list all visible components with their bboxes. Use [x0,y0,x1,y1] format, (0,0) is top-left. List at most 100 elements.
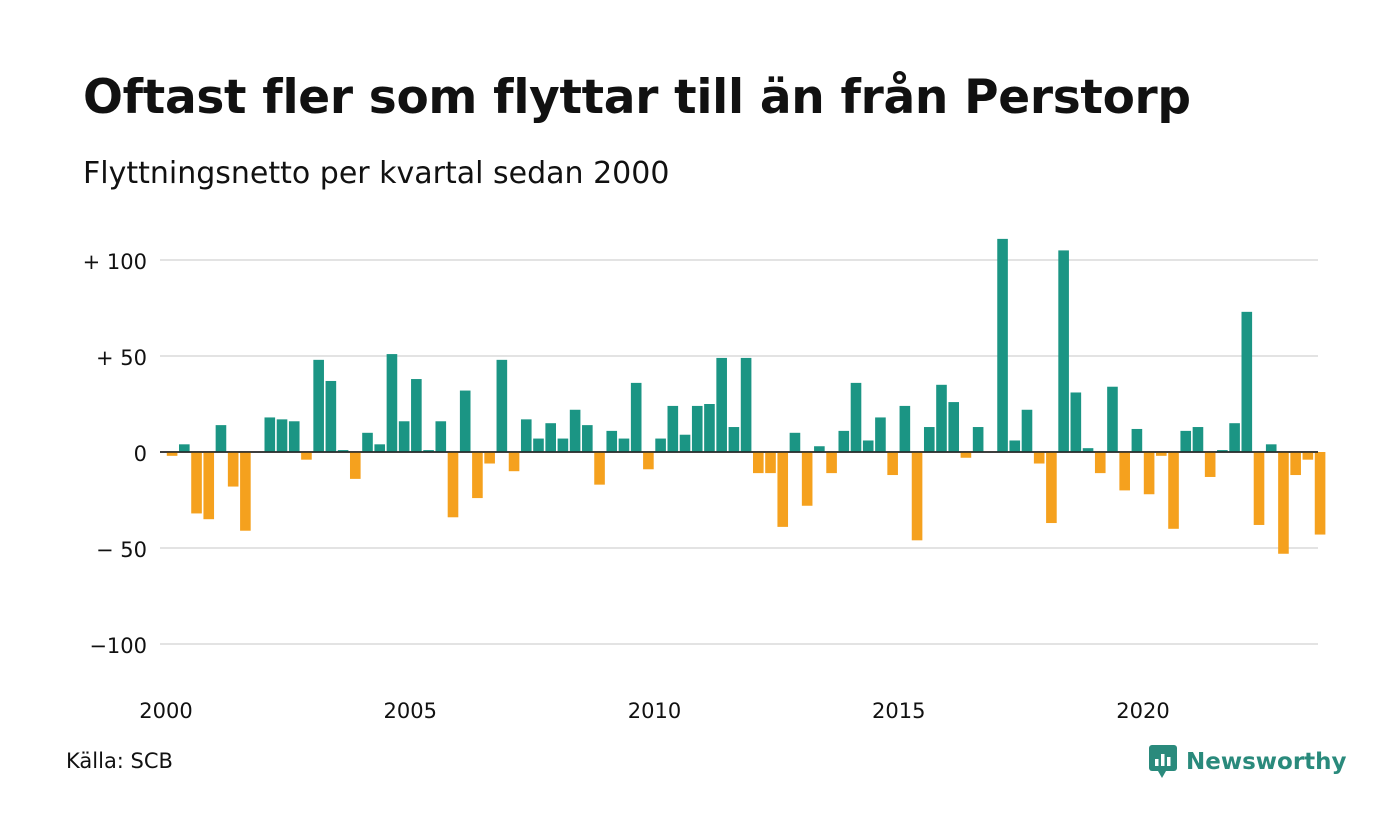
bar-2009Q1 [606,430,618,452]
bar-2021Q3 [1217,450,1228,452]
bar-2006Q3 [484,452,495,464]
bar-2021Q2 [1204,452,1216,477]
brand-logo: Newsworthy [1148,744,1347,780]
y-tick-label: − 50 [96,538,147,562]
bar-2021Q1 [1192,427,1204,452]
bar-2000Q2 [179,444,190,452]
bar-2020Q3 [1168,452,1179,529]
bar-2013Q1 [801,452,813,506]
bar-2007Q3 [533,438,544,452]
bar-2012Q3 [777,452,789,527]
bar-2016Q2 [960,452,972,458]
bar-2018Q3 [1070,392,1082,452]
chart-title: Oftast fler som flyttar till än från Per… [83,70,1191,125]
x-tick-label: 2010 [628,699,681,723]
bar-2022Q1 [1241,311,1253,452]
bar-2005Q3 [435,421,447,452]
bar-2008Q2 [569,409,581,452]
bar-2012Q4 [789,432,801,452]
bar-2002Q1 [264,417,276,452]
bar-2012Q2 [765,452,776,474]
bar-2002Q2 [276,419,288,452]
bar-2023Q3 [1314,452,1326,535]
bar-2012Q1 [753,452,764,474]
bar-2015Q4 [936,384,947,452]
bar-2006Q2 [472,452,483,499]
bar-2015Q1 [899,405,911,452]
y-tick-label: + 50 [96,346,147,370]
bar-chart: + 100 + 50 0 − 50 −100 2000 2005 2010 2015 2020 [83,238,1326,723]
y-tick-label: + 100 [83,250,147,274]
bar-2014Q1 [850,382,862,452]
bar-2011Q4 [740,357,752,452]
bar-2007Q2 [520,419,532,452]
bar-2019Q3 [1119,452,1130,491]
bar-2018Q4 [1082,448,1094,452]
bar-2006Q4 [496,359,508,452]
bar-2009Q2 [618,438,630,452]
bar-2023Q2 [1302,452,1314,460]
bar-2004Q3 [386,354,398,452]
bar-2020Q2 [1156,452,1167,456]
bar-2006Q1 [459,390,471,452]
bar-2000Q1 [166,452,178,456]
bar-2022Q3 [1265,444,1277,452]
bar-2013Q2 [814,446,825,452]
bar-2019Q2 [1107,386,1118,452]
newsworthy-chart-bubble-icon [1149,745,1177,778]
bar-2008Q1 [557,438,569,452]
x-tick-label: 2020 [1116,699,1169,723]
bar-2014Q3 [875,417,886,452]
bar-2015Q3 [923,427,935,452]
bar-2010Q4 [691,405,703,452]
bar-2010Q3 [679,434,691,452]
bar-2000Q4 [203,452,215,520]
bar-2020Q4 [1180,430,1192,452]
bar-2003Q3 [337,450,349,452]
bar-2009Q3 [630,382,642,452]
bar-2011Q3 [728,427,740,452]
bar-2001Q1 [215,425,227,452]
bar-2017Q4 [1033,452,1045,464]
bar-2017Q1 [997,238,1008,452]
bar-2018Q1 [1046,452,1057,524]
x-tick-label: 2000 [139,699,192,723]
bar-2016Q3 [972,427,984,452]
bar-2000Q3 [191,452,202,514]
bar-2007Q4 [545,423,556,452]
bar-2023Q1 [1290,452,1301,476]
bar-2020Q1 [1143,452,1155,495]
bar-2004Q1 [362,432,373,452]
bar-2011Q1 [704,404,715,452]
bar-2022Q4 [1278,452,1289,554]
bar-2019Q1 [1094,452,1106,474]
source-note: Källa: SCB [66,749,173,773]
bar-2001Q2 [227,452,239,487]
bar-2008Q3 [582,425,593,452]
x-tick-label: 2005 [384,699,437,723]
bar-2013Q4 [838,430,850,452]
bar-2021Q4 [1229,423,1240,452]
bar-2018Q2 [1058,250,1069,452]
y-tick-label: −100 [89,634,147,658]
bar-2015Q2 [911,452,923,541]
bar-2003Q4 [349,452,361,479]
bar-2004Q4 [398,421,410,452]
bar-2013Q3 [826,452,837,474]
bar-2022Q2 [1253,452,1265,525]
bar-2010Q2 [667,405,679,452]
bar-2009Q4 [643,452,654,470]
bar-2014Q2 [862,440,874,452]
bar-2011Q2 [716,357,727,452]
bar-2010Q1 [655,438,666,452]
bar-2003Q2 [325,380,337,452]
bar-2008Q4 [594,452,605,485]
bar-2005Q1 [411,379,422,452]
x-tick-label: 2015 [872,699,925,723]
chart-subtitle: Flyttningsnetto per kvartal sedan 2000 [83,156,670,191]
bar-2005Q2 [423,450,434,452]
bar-2005Q4 [447,452,459,518]
bar-2016Q1 [948,402,960,452]
bar-2003Q1 [313,359,324,452]
bar-2014Q4 [887,452,898,476]
